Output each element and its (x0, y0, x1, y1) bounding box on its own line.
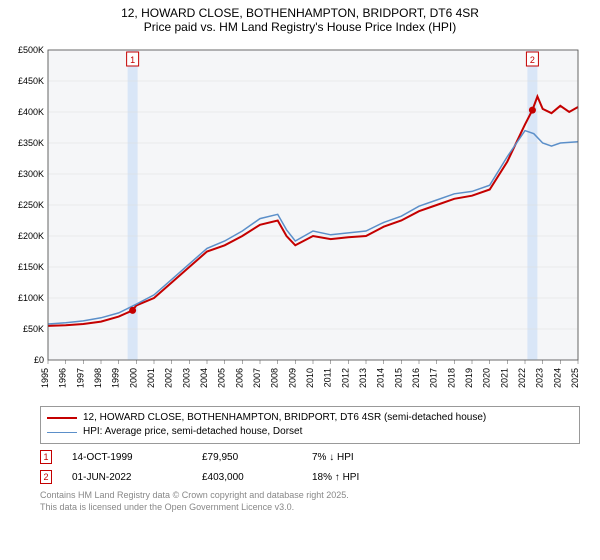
x-tick-label: 2018 (446, 368, 456, 388)
chart-title: 12, HOWARD CLOSE, BOTHENHAMPTON, BRIDPOR… (0, 0, 600, 36)
y-tick-label: £400K (18, 107, 44, 117)
sale-dot-1 (129, 307, 136, 314)
x-tick-label: 2016 (411, 368, 421, 388)
title-line-2: Price paid vs. HM Land Registry's House … (8, 20, 592, 34)
x-tick-label: 2004 (199, 368, 209, 388)
x-tick-label: 1999 (111, 368, 121, 388)
data-point-delta: 7% ↓ HPI (312, 452, 412, 463)
x-tick-label: 1996 (58, 368, 68, 388)
legend-row: 12, HOWARD CLOSE, BOTHENHAMPTON, BRIDPOR… (47, 411, 573, 425)
footer-attribution: Contains HM Land Registry data © Crown c… (40, 490, 580, 513)
x-tick-label: 1998 (93, 368, 103, 388)
x-tick-label: 2025 (570, 368, 580, 388)
y-tick-label: £150K (18, 262, 44, 272)
legend-swatch (47, 417, 77, 419)
data-points-table: 1 14-OCT-1999 £79,950 7% ↓ HPI 2 01-JUN-2022 £… (40, 450, 580, 484)
x-tick-label: 2003 (181, 368, 191, 388)
data-point-row: 1 14-OCT-1999 £79,950 7% ↓ HPI (40, 450, 580, 464)
sale-marker-label-1: 1 (130, 55, 135, 65)
y-tick-label: £200K (18, 231, 44, 241)
y-tick-label: £450K (18, 76, 44, 86)
x-tick-label: 2002 (164, 368, 174, 388)
footer-line-2: This data is licensed under the Open Gov… (40, 502, 580, 514)
data-point-delta: 18% ↑ HPI (312, 472, 412, 483)
x-tick-label: 2006 (234, 368, 244, 388)
legend-swatch (47, 432, 77, 433)
x-tick-label: 2017 (429, 368, 439, 388)
x-tick-label: 2015 (393, 368, 403, 388)
x-tick-label: 1997 (75, 368, 85, 388)
x-tick-label: 2007 (252, 368, 262, 388)
x-tick-label: 2022 (517, 368, 527, 388)
x-tick-label: 2010 (305, 368, 315, 388)
data-point-price: £403,000 (202, 472, 292, 483)
x-tick-label: 2009 (287, 368, 297, 388)
x-tick-label: 2005 (217, 368, 227, 388)
x-tick-label: 2023 (535, 368, 545, 388)
sale-marker-label-2: 2 (530, 55, 535, 65)
data-point-row: 2 01-JUN-2022 £403,000 18% ↑ HPI (40, 470, 580, 484)
x-tick-label: 2020 (482, 368, 492, 388)
data-point-date: 01-JUN-2022 (72, 472, 182, 483)
data-point-date: 14-OCT-1999 (72, 452, 182, 463)
legend-label: 12, HOWARD CLOSE, BOTHENHAMPTON, BRIDPOR… (83, 411, 486, 425)
x-tick-label: 2000 (128, 368, 138, 388)
y-tick-label: £50K (23, 324, 44, 334)
x-tick-label: 2024 (552, 368, 562, 388)
line-chart-svg: £0 £50K £100K £150K £200K £250K £300K £350K £400… (8, 40, 588, 400)
y-tick-label: £0 (34, 355, 44, 365)
title-line-1: 12, HOWARD CLOSE, BOTHENHAMPTON, BRIDPOR… (8, 6, 592, 20)
y-tick-label: £350K (18, 138, 44, 148)
x-tick-label: 2008 (270, 368, 280, 388)
x-tick-label: 2012 (340, 368, 350, 388)
x-tick-label: 2011 (323, 368, 333, 387)
y-tick-label: £300K (18, 169, 44, 179)
y-tick-label: £250K (18, 200, 44, 210)
data-point-marker: 2 (40, 470, 52, 484)
data-point-price: £79,950 (202, 452, 292, 463)
x-tick-label: 2014 (376, 368, 386, 388)
x-tick-label: 2021 (499, 368, 509, 388)
chart-area: £0 £50K £100K £150K £200K £250K £300K £350K £400… (8, 40, 588, 400)
x-tick-label: 2013 (358, 368, 368, 388)
legend-label: HPI: Average price, semi-detached house,… (83, 425, 302, 439)
legend-row: HPI: Average price, semi-detached house,… (47, 425, 573, 439)
y-tick-label: £500K (18, 45, 44, 55)
footer-line-1: Contains HM Land Registry data © Crown c… (40, 490, 580, 502)
legend-box: 12, HOWARD CLOSE, BOTHENHAMPTON, BRIDPOR… (40, 406, 580, 444)
y-tick-label: £100K (18, 293, 44, 303)
sale-dot-2 (529, 107, 536, 114)
x-tick-label: 2001 (146, 368, 156, 388)
x-tick-label: 1995 (40, 368, 50, 388)
data-point-marker: 1 (40, 450, 52, 464)
x-tick-label: 2019 (464, 368, 474, 388)
